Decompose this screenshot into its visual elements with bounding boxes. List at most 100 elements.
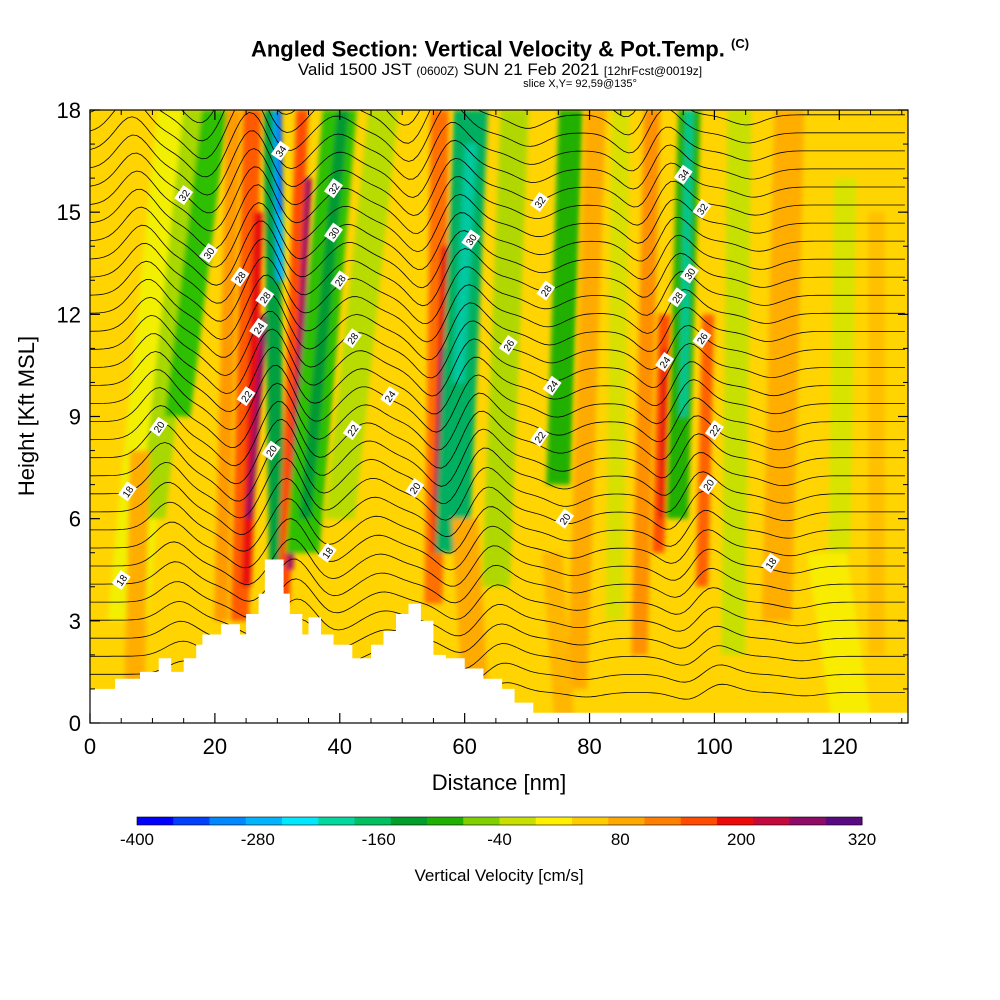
velocity-band [631, 110, 660, 655]
isentrope-line [90, 110, 905, 144]
velocity-band [806, 552, 872, 723]
contour-label: 20 [149, 416, 169, 437]
velocity-band [695, 314, 715, 587]
contour-label: 30 [199, 243, 219, 263]
isentrope-line [90, 346, 905, 415]
colorbar-swatch [463, 817, 500, 825]
x-tick-label: 80 [577, 734, 601, 759]
velocity-band [452, 144, 477, 383]
colorbar-swatch [209, 817, 247, 825]
isentrope-line [90, 328, 905, 397]
velocity-band [123, 450, 150, 723]
isentrope-line [90, 437, 905, 504]
y-axis-label: Height [Kft MSL] [14, 336, 39, 496]
contour-label: 20 [698, 474, 718, 495]
x-tick-label: 60 [452, 734, 476, 759]
terrain-shape [90, 559, 908, 723]
colorbar-swatch [354, 817, 392, 825]
y-tick-label: 15 [57, 200, 81, 225]
isentrope-line [90, 274, 905, 343]
colorbar-frame [136, 816, 863, 826]
colorbar-tick-label: -280 [241, 830, 275, 849]
velocity-band [277, 110, 283, 213]
contour-label: 34 [673, 164, 693, 185]
chart-subtitle: Valid 1500 JST (0600Z) SUN 21 Feb 2021 [… [0, 60, 1000, 80]
x-axis: 0 20 40 60 80 100 120 [84, 110, 903, 759]
colorbar-swatch [825, 817, 863, 825]
colorbar-swatch [245, 817, 283, 825]
contour-label: 30 [679, 263, 700, 284]
isentrope-lines [90, 110, 905, 703]
isentrope-line [90, 110, 905, 162]
valid-date: SUN 21 Feb 2021 [463, 60, 600, 79]
velocity-band [542, 552, 575, 723]
y-tick-label: 9 [69, 405, 81, 430]
slice-label: slice X,Y= 92,59@135° [523, 78, 637, 90]
colorbar-tick-label: 320 [848, 830, 876, 849]
isentrope-line [90, 292, 905, 361]
y-tick-label: 6 [69, 507, 81, 532]
velocity-band [246, 314, 268, 519]
colorbar-swatch [644, 817, 682, 825]
contour-label: 30 [323, 222, 344, 243]
colorbar-swatch [318, 817, 355, 825]
x-tick-label: 100 [696, 734, 733, 759]
contour-label: 22 [530, 426, 550, 447]
x-tick-label: 120 [821, 734, 858, 759]
y-axis: 0 3 6 9 12 15 18 [57, 98, 908, 736]
colorbar-swatch [717, 817, 754, 825]
isentrope-line [90, 166, 905, 234]
velocity-band [324, 110, 399, 519]
contour-label: 28 [230, 266, 250, 287]
isentrope-line [90, 111, 905, 180]
contour-label: 32 [174, 185, 194, 206]
contour-label: 32 [323, 178, 344, 199]
y-tick-label: 12 [57, 302, 81, 327]
isentrope-line [90, 498, 905, 554]
colorbar-swatch [789, 817, 827, 825]
contour-label: 18 [761, 552, 781, 573]
colorbar-swatch [173, 817, 210, 825]
isentrope-line [90, 238, 905, 307]
y-tick-label: 18 [57, 98, 81, 123]
x-tick-label: 0 [84, 734, 96, 759]
velocity-band [721, 110, 752, 655]
isentrope-line [90, 364, 905, 433]
terrain-mask [90, 559, 908, 723]
colorbar-tick-label: -40 [487, 830, 512, 849]
contour-label: 26 [692, 328, 712, 349]
colorbar-swatch [535, 817, 573, 825]
contour-label: 20 [555, 508, 575, 529]
isentrope-line [90, 578, 905, 620]
contour-label: 28 [342, 328, 362, 349]
contour-label: 28 [255, 287, 275, 308]
isentrope-line [90, 401, 905, 469]
chart-title-text: Angled Section: Vertical Velocity & Pot.… [250, 36, 725, 62]
chart-title-unit: (C) [731, 36, 750, 51]
velocity-band [679, 110, 694, 417]
velocity-band [761, 110, 805, 621]
contour-label: 34 [270, 140, 291, 161]
colorbar-swatch [753, 817, 790, 825]
contour-label: 20 [261, 440, 281, 461]
isentrope-line [90, 148, 905, 216]
colorbar-tick-label: -400 [120, 830, 154, 849]
velocity-band [605, 110, 630, 621]
colorbar-tick-label: -160 [362, 830, 396, 849]
contour-label: 30 [461, 229, 481, 250]
contour-label: 20 [405, 478, 425, 498]
contour-label: 18 [317, 542, 337, 563]
contour-label: 32 [530, 191, 550, 212]
x-tick-label: 20 [203, 734, 227, 759]
colorbar-tick-label: 80 [611, 830, 630, 849]
colorbar-swatch [427, 817, 464, 825]
colorbar-swatch [137, 817, 174, 825]
contour-label: 22 [342, 420, 362, 441]
isentrope-line [90, 130, 905, 198]
isentrope-line [90, 458, 905, 521]
isentrope-line [90, 220, 905, 289]
velocity-band [868, 212, 885, 655]
colorbar-swatch [572, 817, 609, 825]
contour-label: 28 [536, 280, 556, 301]
